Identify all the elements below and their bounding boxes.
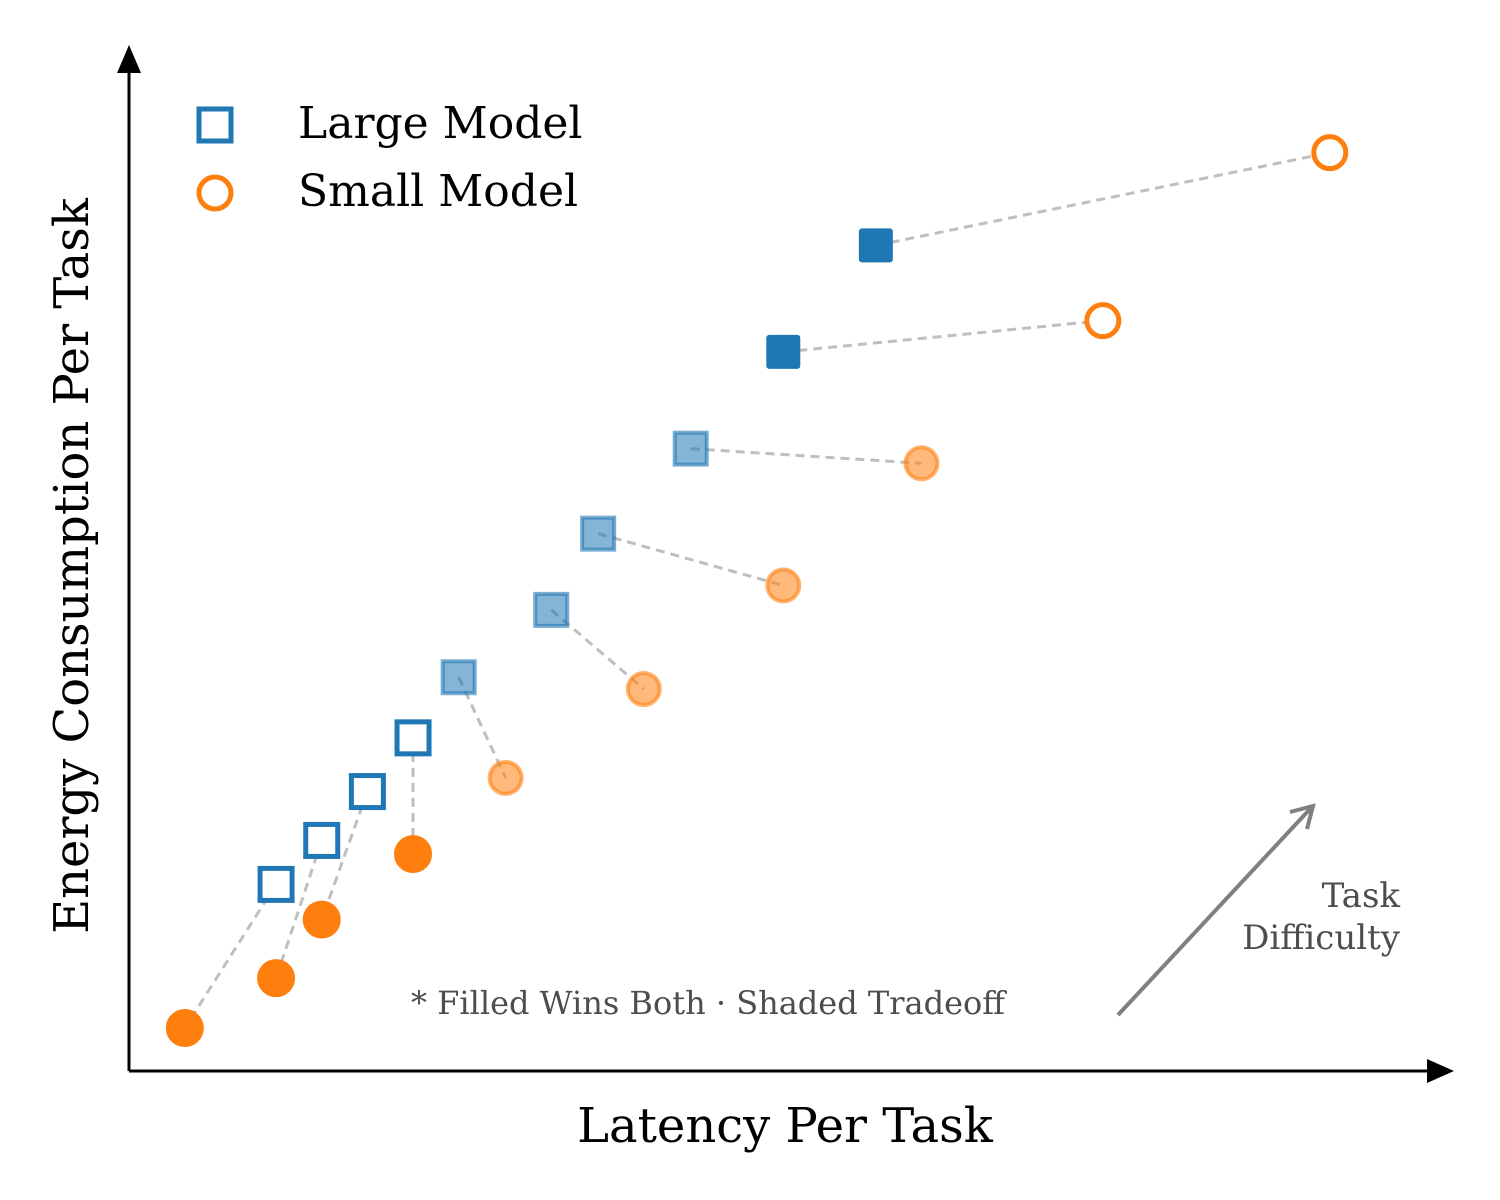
- small-model-point-4: [394, 835, 433, 874]
- large-model-point-9: [766, 334, 801, 369]
- small-model-point-2: [257, 959, 296, 998]
- small-model-point-5: [487, 759, 524, 796]
- data-points: [165, 134, 1349, 1048]
- large-model-point-2: [303, 821, 341, 859]
- small-model-point-8: [903, 445, 940, 482]
- small-model-point-7: [765, 567, 802, 604]
- task-difficulty-indicator: Task Difficulty: [1116, 803, 1401, 1017]
- small-model-point-6: [625, 670, 662, 707]
- pair-line-7: [597, 532, 784, 587]
- large-model-point-4: [394, 719, 432, 757]
- footnote-annotation: * Filled Wins Both · Shaded Tradeoff: [411, 984, 1007, 1022]
- legend-large-model-marker: [196, 106, 234, 144]
- legend-large-model-label: Large Model: [298, 98, 583, 149]
- pair-line-3: [320, 791, 369, 921]
- pair-line-1: [183, 883, 278, 1029]
- legend-small-model-label: Small Model: [298, 166, 578, 217]
- large-model-point-5: [440, 659, 477, 696]
- legend-small-model-marker: [196, 174, 234, 212]
- task-difficulty-label: Task Difficulty: [1242, 876, 1401, 958]
- pair-connector-lines: [183, 151, 1331, 1029]
- pair-line-8: [690, 447, 922, 465]
- task-difficulty-arrowhead: [1289, 803, 1316, 830]
- x-axis-arrowhead: [1427, 1059, 1454, 1083]
- small-model-point-1: [165, 1009, 204, 1048]
- large-model-point-10: [858, 228, 893, 263]
- y-axis-arrowhead: [117, 45, 141, 73]
- task-difficulty-arrow: [1116, 807, 1312, 1017]
- legend: Large Model Small Model: [196, 98, 583, 217]
- large-model-point-8: [672, 430, 709, 467]
- pair-line-2: [274, 839, 324, 979]
- small-model-point-10: [1311, 134, 1349, 172]
- large-model-point-1: [257, 865, 295, 903]
- x-axis-label: Latency Per Task: [577, 1098, 994, 1154]
- small-model-point-9: [1084, 302, 1122, 340]
- large-model-point-3: [348, 773, 386, 811]
- small-model-point-3: [302, 900, 341, 939]
- large-model-point-6: [533, 591, 570, 628]
- y-axis-label: Energy Consumption Per Task: [44, 197, 100, 934]
- pair-line-10: [875, 151, 1331, 247]
- pair-line-9: [783, 319, 1103, 354]
- large-model-point-7: [580, 515, 617, 552]
